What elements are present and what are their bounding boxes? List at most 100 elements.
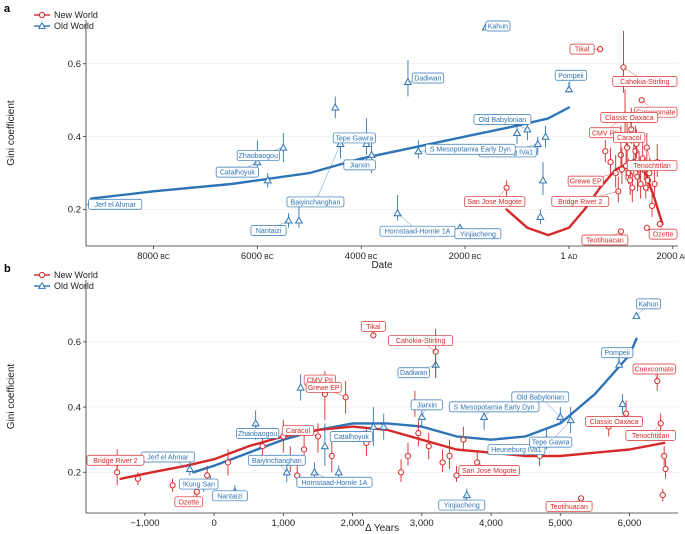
legend-label: New World xyxy=(54,270,98,280)
site-label: S Mesopotamia Early Dyn xyxy=(448,401,540,418)
label-box xyxy=(626,160,678,171)
data-point xyxy=(566,415,575,424)
data-point xyxy=(617,151,624,158)
label-text: Classic Oaxaca xyxy=(605,115,654,122)
label-text: Pompeii xyxy=(558,73,584,80)
site-label: Teotihuacan xyxy=(545,498,593,512)
data-point xyxy=(393,208,402,217)
x-tick-label: 2000 BC xyxy=(449,251,482,262)
x-tick-number: 4,000 xyxy=(479,518,503,529)
site-label: Pompeii xyxy=(554,69,588,90)
x-tick-label: 1 AD xyxy=(560,251,577,262)
site-label: Yinjiacheng xyxy=(438,494,486,511)
data-point xyxy=(654,377,661,385)
label-box xyxy=(569,43,595,55)
x-tick-number: 2000 xyxy=(449,251,470,262)
site-label: Classic Oaxaca xyxy=(585,413,643,427)
data-point xyxy=(642,184,649,191)
site-label: !Kung San xyxy=(178,478,219,490)
label-box xyxy=(529,436,573,448)
data-point xyxy=(204,472,211,479)
plot-area xyxy=(86,20,678,246)
label-text: Tikal xyxy=(575,47,590,54)
data-point xyxy=(662,465,669,473)
data-point xyxy=(414,146,423,155)
site-label: Yinjiacheng xyxy=(454,227,502,240)
trend-line-new-world xyxy=(119,425,666,480)
y-axis-title: Gini coefficient xyxy=(6,100,17,166)
label-box xyxy=(454,228,502,240)
data-point xyxy=(415,430,422,437)
label-box xyxy=(625,430,676,441)
label-text: Ozette xyxy=(653,232,674,239)
data-point xyxy=(404,452,412,460)
label-text: Kahun xyxy=(488,24,508,31)
site-label: Classic Oaxaca xyxy=(600,112,659,130)
label-box xyxy=(236,428,280,439)
label-box xyxy=(554,69,588,81)
site-label: Old Babylonian xyxy=(473,114,532,130)
x-tick-era: AD xyxy=(680,254,685,261)
site-label: Dadiwan xyxy=(397,364,436,379)
data-point xyxy=(615,188,622,195)
label-text: S Mesopotamia Early Dyn xyxy=(454,404,535,411)
site-label: Tepe Gawra xyxy=(529,419,573,448)
label-box xyxy=(438,499,486,511)
label-text: CMV PII xyxy=(592,130,618,137)
data-point xyxy=(648,202,656,210)
data-point xyxy=(607,159,614,166)
y-tick-label: 0.4 xyxy=(68,402,81,413)
site-label: Grewe EP xyxy=(305,381,346,398)
legend-swatch-marker xyxy=(38,11,46,19)
trend-line-old-world xyxy=(90,106,571,200)
site-label: S Mesopotamia Early Dyn xyxy=(418,143,516,155)
x-tick-label: 8000 BC xyxy=(137,251,170,262)
x-tick-label: 0 xyxy=(211,518,216,529)
label-text: Cuexcomate xyxy=(635,367,674,374)
x-tick-label: 2,000 xyxy=(341,518,365,529)
data-point xyxy=(301,446,308,453)
label-text: Bridge River 2 xyxy=(93,458,137,465)
site-label: Cahokia-Stirling xyxy=(388,335,454,352)
x-tick-label: 3,000 xyxy=(410,518,434,529)
site-label: Ozette xyxy=(648,224,678,240)
label-box xyxy=(286,196,345,208)
label-text: Grewe EP xyxy=(308,385,340,392)
data-point xyxy=(462,490,472,499)
plot-area xyxy=(86,280,678,513)
x-tick-era: BC xyxy=(264,254,274,261)
label-box xyxy=(250,225,287,236)
data-point xyxy=(379,422,388,430)
x-tick-number: 6,000 xyxy=(618,518,642,529)
label-box xyxy=(585,416,643,427)
data-point xyxy=(661,452,668,460)
label-box xyxy=(600,112,659,123)
label-text: Zhaobaogou xyxy=(239,153,278,160)
label-box xyxy=(397,367,430,379)
data-point xyxy=(446,452,453,460)
label-text: Grewe EP xyxy=(570,179,602,186)
data-point xyxy=(439,459,446,466)
label-text: Dadiwan xyxy=(414,75,441,82)
label-box xyxy=(613,132,646,143)
y-tick-label: 0.2 xyxy=(68,205,81,216)
site-label: Hornstaad-Hornle 1A xyxy=(296,472,373,488)
data-point xyxy=(251,418,260,427)
data-point xyxy=(643,224,650,231)
site-label: Jiarxin xyxy=(343,154,376,171)
x-axis-title: Δ Years xyxy=(365,523,399,534)
label-box xyxy=(581,234,629,246)
x-tick-label: 6,000 xyxy=(618,518,642,529)
label-box xyxy=(425,143,516,155)
label-box xyxy=(178,478,219,490)
site-label: Nantaizi xyxy=(211,490,248,502)
data-point xyxy=(282,467,292,476)
label-box xyxy=(601,347,634,359)
label-box xyxy=(648,228,678,240)
site-label: Caracol xyxy=(281,425,319,437)
data-point xyxy=(259,443,266,450)
data-point xyxy=(533,139,543,147)
y-tick-label: 0.6 xyxy=(68,337,81,348)
x-tick-number: 5,000 xyxy=(548,518,572,529)
